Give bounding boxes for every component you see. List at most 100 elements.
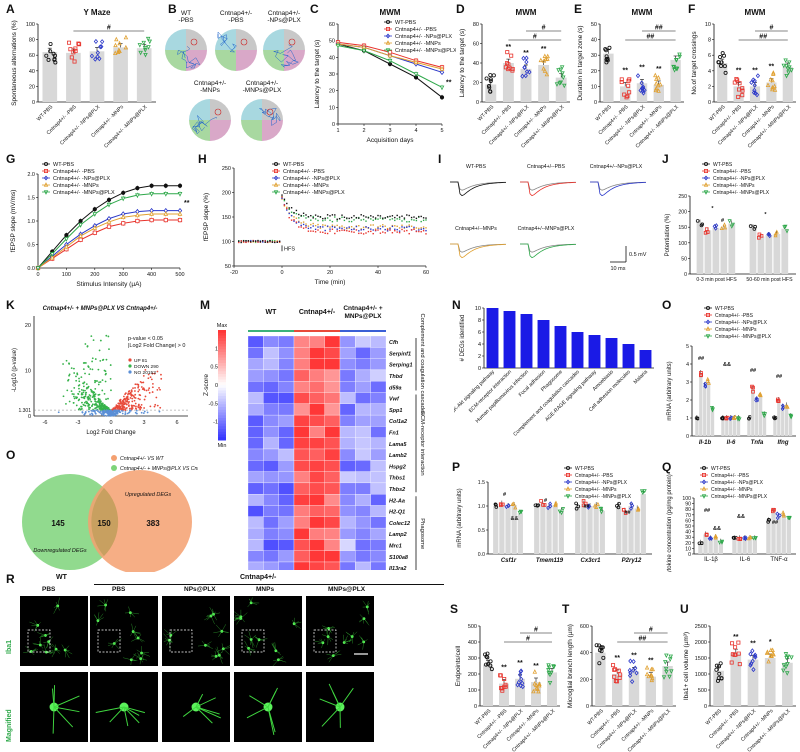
heatmap-cell: [370, 426, 387, 438]
cell-branch: [314, 640, 323, 643]
field-trace: [520, 181, 577, 197]
bar: [502, 63, 514, 102]
data-point: [674, 58, 679, 63]
data-point: [617, 501, 621, 506]
volcano-point: [89, 413, 91, 416]
panel-letter-h: H: [198, 152, 207, 166]
data-point: [336, 228, 338, 230]
legend-label: Cntnap4+/- -MNPs: [395, 41, 441, 47]
cell-branch: [273, 659, 279, 661]
venn-label-right: Upregulated DEGs: [125, 492, 171, 498]
volcano-point: [145, 389, 148, 392]
data-point: [641, 90, 646, 96]
cell-branch: [32, 642, 41, 646]
cell-branch: [94, 614, 99, 621]
volcano-point: [87, 365, 90, 368]
heatmap-cell: [247, 369, 264, 382]
data-point: [408, 221, 410, 223]
volcano-point: [125, 403, 128, 406]
legend-label: NO 20153: [134, 370, 156, 376]
data-point: [379, 232, 382, 234]
volcano-point: [134, 402, 137, 405]
data-point: [358, 230, 360, 232]
volcano-point: [142, 412, 145, 415]
volcano-point: [68, 363, 71, 365]
data-point: [93, 38, 99, 44]
volcano-point: [75, 379, 78, 382]
heatmap-gene-label: Col1a2: [389, 419, 407, 425]
data-point: [750, 658, 755, 664]
heatmap-cell: [247, 347, 264, 359]
heatmap-cell: [309, 358, 325, 371]
y-axis-label: # DEGs identified: [460, 315, 466, 362]
legend-marker: [128, 364, 132, 368]
volcano-point: [83, 397, 86, 400]
significance-mark: ##: [776, 374, 782, 380]
colorbar-segment: [218, 354, 226, 358]
heatmap-cell: [355, 426, 371, 438]
heatmap-cell: [355, 358, 371, 371]
heatmap-cell: [263, 414, 279, 427]
heatmap-cell: [247, 335, 264, 348]
data-point: [343, 219, 346, 222]
volcano-point: [100, 413, 103, 416]
venn-count-left: 145: [51, 519, 65, 528]
volcano-point: [128, 407, 131, 410]
cell-branch: [344, 635, 348, 643]
cell-branch: [206, 614, 214, 616]
cell-branch: [131, 653, 137, 660]
legend-label: Cntnap4+/- -PBS: [715, 313, 754, 319]
colorbar-segment: [218, 382, 226, 386]
volcano-point: [134, 387, 136, 389]
data-point: [532, 669, 538, 674]
data-point: [406, 225, 408, 228]
colorbar-segment: [218, 379, 226, 383]
legend-marker: [44, 162, 49, 167]
heatmap-cell: [278, 369, 295, 382]
volcano-point: [128, 400, 130, 403]
data-point: [317, 219, 319, 222]
legend-label: Cntnap4+/- -PBS: [711, 473, 750, 479]
data-point: [536, 688, 541, 694]
volcano-point: [104, 411, 106, 414]
data-point: [310, 219, 312, 221]
volcano-point: [160, 377, 163, 380]
data-point: [594, 643, 599, 648]
data-point: [298, 217, 300, 219]
x-tick-label: 20: [327, 270, 333, 276]
data-point: [418, 230, 420, 233]
volcano-point: [93, 398, 96, 401]
volcano-point: [131, 400, 134, 403]
colorbar-label: 0: [215, 383, 218, 389]
heatmap-cell: [339, 392, 356, 404]
data-point: [264, 240, 266, 242]
cell-branch: [166, 640, 170, 646]
volcano-point: [75, 397, 78, 400]
data-point: [348, 220, 350, 223]
data-point: [425, 217, 427, 219]
heatmap-cell: [293, 561, 310, 574]
data-point: [751, 389, 755, 394]
cell-branch: [274, 642, 276, 651]
panel-letter-r: R: [6, 572, 15, 586]
legend-label: Cntnap4+/- VS WT: [120, 456, 165, 462]
cell-branch: [244, 634, 252, 640]
legend-label: Cntnap4+/- -NPs@PLX: [715, 320, 768, 326]
cell-branch: [294, 621, 302, 624]
cell-branch: [326, 628, 329, 634]
data-point: [114, 36, 119, 42]
data-point: [787, 60, 792, 66]
data-point: [538, 57, 544, 63]
data-point: [551, 664, 556, 669]
bar: [757, 236, 765, 274]
volcano-point: [85, 383, 88, 386]
data-point: [307, 216, 310, 218]
data-point: [408, 214, 410, 217]
heatmap-cell: [263, 392, 279, 404]
maze-quadrant: [241, 99, 262, 120]
volcano-point: [67, 379, 69, 382]
cell-branch: [319, 698, 341, 708]
legend-marker: [706, 306, 711, 311]
data-point: [733, 652, 738, 657]
data-point: [252, 241, 254, 243]
